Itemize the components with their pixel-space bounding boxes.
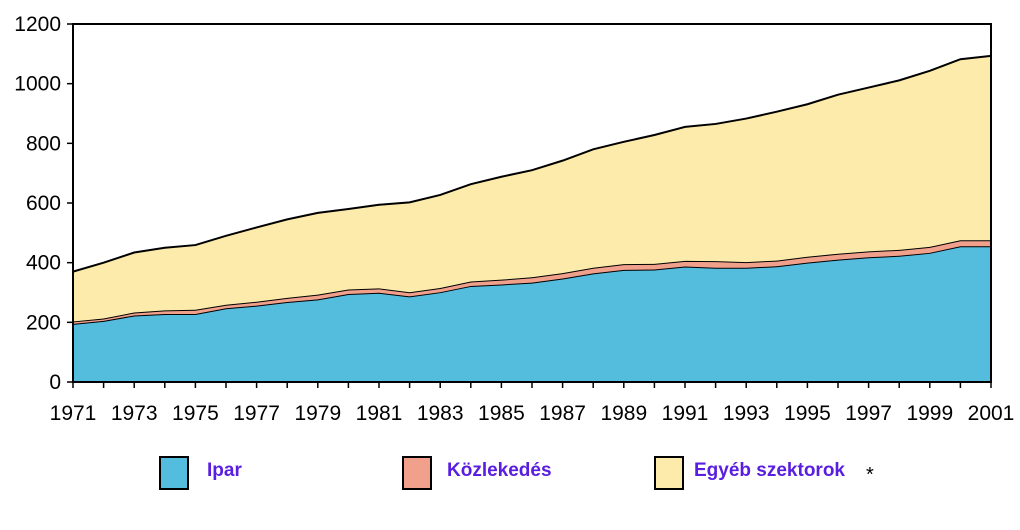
chart-areas <box>72 54 992 382</box>
x-tick-label: 1975 <box>172 402 219 425</box>
x-tick-label: 1983 <box>417 402 464 425</box>
x-tick-label: 1971 <box>50 402 97 425</box>
y-axis-ticks: 0 200 400 600 800 1000 1200 <box>14 13 73 394</box>
legend: Ipar Közlekedés Egyéb szektorok * <box>159 456 874 490</box>
x-tick-label: 2001 <box>968 402 1015 425</box>
x-tick-label: 1993 <box>723 402 770 425</box>
x-tick-label: 1995 <box>784 402 831 425</box>
x-axis-ticks: 1971 1973 1975 1977 1979 1981 1983 1985 1987 1989… <box>50 382 1015 425</box>
y-tick-label: 200 <box>26 311 61 334</box>
x-tick-label: 1979 <box>294 402 341 425</box>
legend-swatch-kozlekedes <box>402 456 432 490</box>
legend-asterisk-note: * <box>866 464 874 486</box>
x-tick-label: 1987 <box>539 402 586 425</box>
x-tick-label: 1977 <box>233 402 280 425</box>
x-tick-label: 1999 <box>906 402 953 425</box>
legend-label-kozlekedes: Közlekedés <box>447 460 552 481</box>
area-ipar <box>73 246 991 382</box>
legend-swatch-ipar <box>159 456 189 490</box>
y-tick-label: 0 <box>49 371 61 394</box>
legend-swatch-egyeb-szektorok <box>654 456 684 490</box>
legend-label-ipar: Ipar <box>207 460 242 481</box>
y-tick-label: 600 <box>26 192 61 215</box>
area-kozlekedes <box>73 240 991 324</box>
x-tick-label: 1981 <box>356 402 403 425</box>
x-tick-label: 1973 <box>111 402 158 425</box>
x-tick-label: 1989 <box>600 402 647 425</box>
y-tick-label: 1000 <box>14 73 61 96</box>
y-tick-label: 800 <box>26 132 61 155</box>
y-tick-label: 1200 <box>14 13 61 36</box>
x-tick-label: 1997 <box>845 402 892 425</box>
legend-label-egyeb-szektorok: Egyéb szektorok <box>694 460 845 481</box>
x-tick-label: 1991 <box>662 402 709 425</box>
x-tick-label: 1985 <box>478 402 525 425</box>
area-egyeb-szektorok <box>73 55 991 322</box>
area-egyeb-szektorok-line <box>72 54 992 273</box>
y-tick-label: 400 <box>26 252 61 275</box>
